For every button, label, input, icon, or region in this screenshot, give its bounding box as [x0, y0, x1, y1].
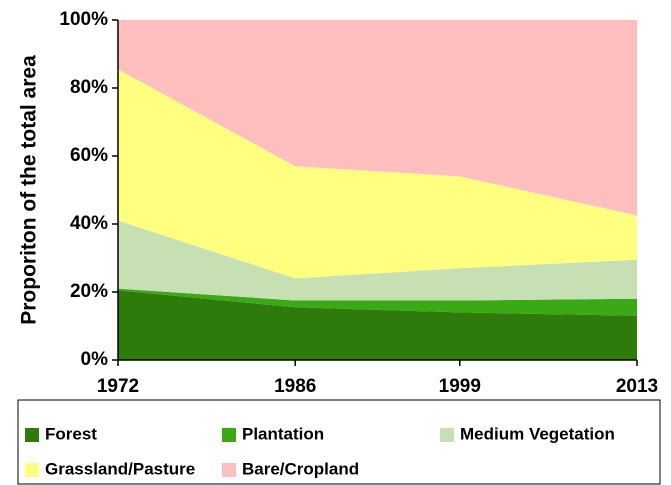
legend-box	[17, 399, 661, 485]
area	[118, 290, 637, 360]
legend-swatch	[25, 463, 39, 477]
legend-label: Forest	[45, 424, 97, 443]
x-tick-label: 1999	[439, 376, 481, 397]
y-tick-label: 0%	[81, 349, 109, 370]
area	[118, 220, 637, 301]
area	[118, 288, 637, 316]
legend-swatch	[222, 463, 236, 477]
y-tick-label: 40%	[70, 213, 108, 234]
legend-label: Bare/Cropland	[242, 459, 359, 478]
y-tick-label: 100%	[59, 9, 108, 30]
legend-swatch	[25, 428, 39, 442]
area	[118, 69, 637, 279]
area	[118, 20, 637, 216]
y-tick-label: 20%	[70, 281, 108, 302]
legend-label: Plantation	[242, 424, 324, 443]
y-tick-label: 80%	[70, 77, 108, 98]
x-tick-label: 1986	[274, 376, 316, 397]
legend-label: Medium Vegetation	[460, 424, 615, 443]
y-tick-label: 60%	[70, 145, 108, 166]
legend-swatch	[222, 428, 236, 442]
legend-swatch	[440, 428, 454, 442]
y-axis-label: Proporiton of the total area	[18, 55, 41, 325]
legend-label: Grassland/Pasture	[45, 459, 195, 478]
x-tick-label: 1972	[97, 376, 139, 397]
x-tick-label: 2013	[616, 376, 658, 397]
